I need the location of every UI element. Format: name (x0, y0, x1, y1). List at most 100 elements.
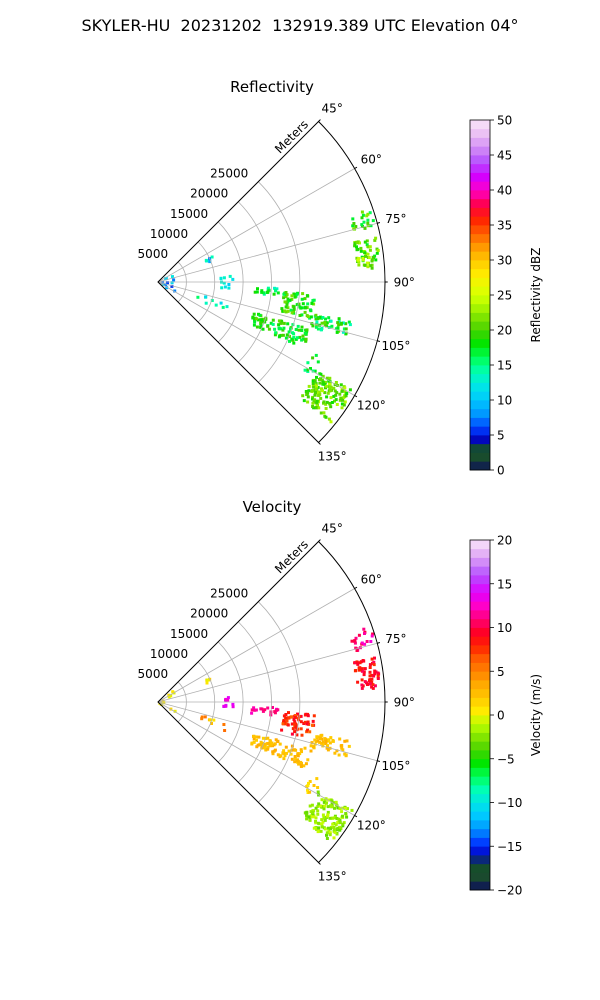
echo-cell (328, 741, 332, 745)
echo-cell (291, 331, 294, 335)
echo-cell (306, 395, 310, 399)
echo-cell (255, 325, 259, 329)
echo-cell (376, 677, 380, 680)
echo-cell (293, 730, 297, 734)
echo-cell (258, 313, 262, 317)
echo-cell (334, 398, 338, 402)
echo-cell (253, 320, 257, 324)
echo-cell (359, 249, 363, 253)
theta-tick (318, 442, 321, 445)
echo-cell (345, 392, 349, 395)
echo-cell (292, 718, 296, 721)
echo-cell (259, 321, 263, 325)
echo-cell (350, 639, 354, 643)
echo-cell (170, 284, 174, 288)
colorbar-tick-label: 25 (497, 289, 512, 303)
echo-cell (371, 219, 375, 223)
echo-cell (283, 300, 287, 304)
theta-tick-label: 120° (357, 819, 386, 833)
colorbar-band (470, 260, 490, 270)
echo-cell (285, 719, 289, 723)
echo-cell (341, 321, 345, 325)
echo-cell (329, 827, 333, 831)
echo-cell (309, 749, 313, 753)
colorbar-band (470, 846, 490, 856)
echo-cell (360, 216, 364, 220)
azimuth-spoke (157, 588, 355, 703)
echo-cell (284, 336, 288, 340)
echo-cell (338, 398, 342, 402)
echo-cell (300, 733, 304, 737)
echo-cell (319, 411, 323, 415)
echo-cell (300, 313, 304, 317)
colorbar-band (470, 137, 490, 147)
colorbar-band (470, 741, 490, 751)
echo-cell (334, 381, 338, 384)
echo-cell (222, 281, 226, 285)
echo-cell (200, 717, 204, 721)
azimuth-spoke (157, 281, 378, 342)
echo-cell (276, 753, 280, 757)
echo-cell (365, 243, 369, 247)
echo-cell (271, 752, 275, 756)
colorbar-band (470, 452, 490, 462)
echo-cell (361, 213, 365, 217)
echo-cell (261, 736, 265, 740)
echo-cell (231, 705, 235, 709)
colorbar-band (470, 330, 490, 340)
echo-cell (323, 320, 327, 324)
echo-cell (353, 242, 357, 246)
echo-cell (208, 260, 212, 264)
echo-cell (325, 324, 328, 328)
echo-cell (271, 322, 275, 326)
echo-cell (266, 324, 270, 328)
azimuth-spoke (157, 701, 378, 762)
echo-cell (329, 396, 333, 400)
echo-cell (204, 258, 208, 262)
colorbar-band (470, 400, 490, 410)
echo-cell (161, 699, 165, 703)
echo-cell (370, 634, 374, 638)
echo-cell (357, 666, 361, 670)
echo-cell (327, 826, 330, 830)
radial-axis-label: Meters (272, 537, 311, 576)
echo-cell (277, 319, 281, 323)
colorbar-tick-label: −5 (497, 752, 515, 766)
echo-cell (326, 744, 329, 748)
echo-cell (326, 814, 329, 818)
echo-cell (286, 723, 290, 727)
range-tick-label: 10000 (150, 227, 188, 241)
echo-cell (292, 307, 296, 311)
echo-cell (352, 222, 356, 225)
echo-cell (267, 742, 271, 745)
echo-cell (282, 296, 286, 300)
echo-cell (325, 833, 328, 837)
echo-cell (328, 382, 331, 386)
echo-cell (316, 739, 320, 743)
colorbar-band (470, 855, 490, 865)
echo-cell (254, 735, 258, 739)
colorbar-band (470, 303, 490, 313)
echo-cell (329, 389, 332, 393)
echo-cell (320, 741, 323, 745)
echo-cell (310, 803, 314, 807)
echo-cell (222, 705, 226, 708)
colorbar-band (470, 286, 490, 296)
theta-tick (354, 166, 358, 169)
echo-cell (312, 298, 316, 302)
echo-cell (309, 815, 313, 818)
echo-cell (295, 759, 299, 763)
sector-outline (157, 540, 386, 864)
theta-tick-label: 120° (357, 399, 386, 413)
echo-cell (287, 711, 290, 715)
echo-cell (362, 659, 366, 663)
echo-cell (335, 403, 339, 406)
velocity-panel: Velocity 45° 60° 75° 90° 105° 120° 135° 5000 1000… (138, 498, 543, 898)
echo-cell (256, 287, 259, 291)
echo-cell (345, 815, 349, 819)
echo-cell (360, 678, 364, 682)
echo-cell (311, 324, 315, 328)
echo-cell (371, 686, 375, 690)
colorbar-band (470, 382, 490, 392)
echo-cell (316, 327, 320, 331)
